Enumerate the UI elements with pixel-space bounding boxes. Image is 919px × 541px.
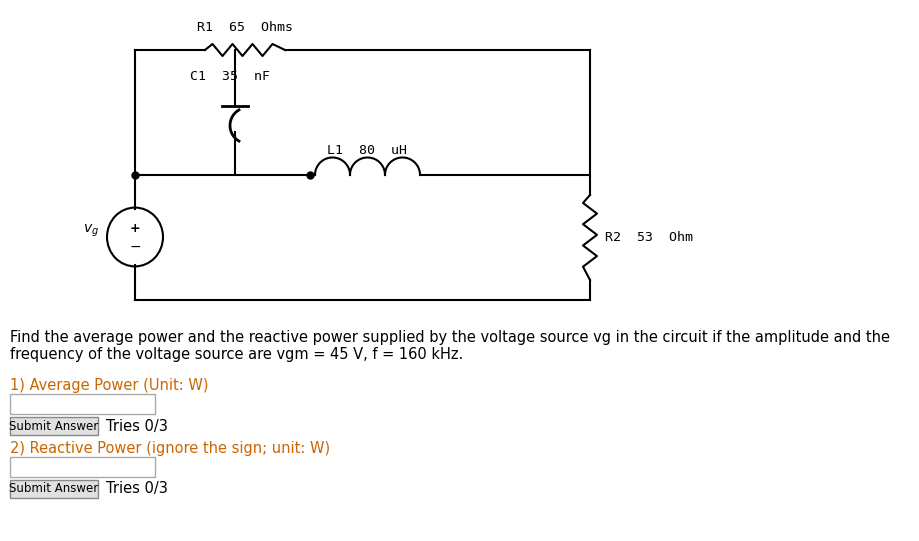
Text: C1  35  nF: C1 35 nF [190,69,269,82]
Text: 1) Average Power (Unit: W): 1) Average Power (Unit: W) [10,378,209,393]
Text: 2) Reactive Power (ignore the sign; unit: W): 2) Reactive Power (ignore the sign; unit… [10,441,330,456]
Text: R2  53  Ohm: R2 53 Ohm [605,231,692,244]
Text: −: − [129,240,141,254]
Text: +: + [130,221,141,234]
Text: Tries 0/3: Tries 0/3 [106,481,167,497]
Text: $v_g$: $v_g$ [83,223,99,239]
Text: Find the average power and the reactive power supplied by the voltage source vg : Find the average power and the reactive … [10,330,889,345]
Bar [10,457,154,477]
Text: Submit Answer: Submit Answer [9,419,98,432]
Text: Tries 0/3: Tries 0/3 [106,419,167,433]
Text: L1  80  uH: L1 80 uH [327,144,407,157]
Bar [10,480,98,498]
Text: frequency of the voltage source are vgm = 45 V, f = 160 kHz.: frequency of the voltage source are vgm … [10,347,463,362]
Bar [10,394,154,414]
Bar [10,417,98,435]
Text: Submit Answer: Submit Answer [9,483,98,496]
Text: R1  65  Ohms: R1 65 Ohms [197,21,292,34]
